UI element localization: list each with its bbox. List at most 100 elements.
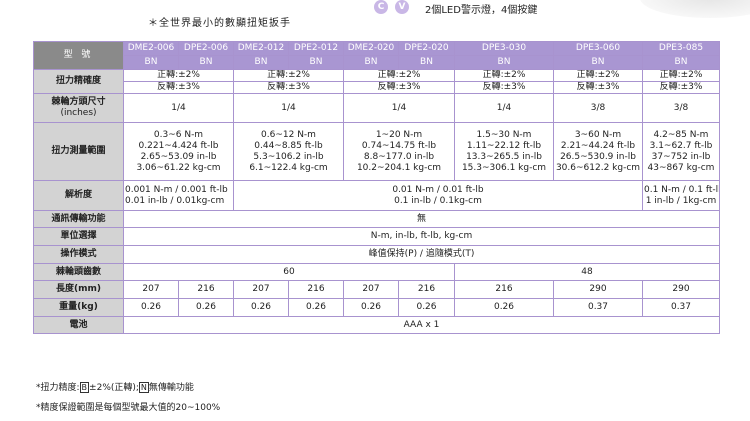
length-value: 216: [288, 280, 344, 299]
accuracy-ccw: 反轉:±3%: [553, 81, 643, 94]
range-value: 4.2~85 N-m: [653, 129, 709, 140]
bn-label: BN: [398, 55, 455, 70]
range-value: 8.8~177.0 in-lb: [363, 151, 435, 162]
drive-size: 1/4: [454, 93, 554, 123]
length-value: 216: [454, 280, 554, 299]
bn-label: BN: [178, 55, 234, 70]
length-value: 207: [233, 280, 289, 299]
model-name: DPE3-085: [642, 41, 720, 56]
drive-size: 3/8: [553, 93, 643, 123]
range-value: 15.3~306.1 kg-cm: [461, 162, 547, 173]
badge-c: C: [374, 0, 388, 14]
accuracy-cw: 正轉:±2%: [553, 69, 643, 82]
range-value: 2.65~53.09 in-lb: [140, 151, 217, 162]
accuracy-cw: 正轉:±2%: [123, 69, 234, 82]
range-cell: 1.5~30 N-m 1.11~22.12 ft-lb 13.3~265.5 i…: [454, 122, 554, 181]
model-name: DPE3-060: [553, 41, 643, 56]
weight-value: 0.37: [553, 298, 643, 317]
length-value: 216: [398, 280, 455, 299]
length-value: 207: [123, 280, 179, 299]
range-value: 30.6~612.2 kg-cm: [555, 162, 641, 173]
bn-label: BN: [553, 55, 643, 70]
footnote-accuracy: *扭力精度: B ±2%(正轉); N 無傳輸功能: [36, 380, 194, 393]
footnote-text: *扭力精度:: [36, 383, 80, 393]
range-value: 3~60 N-m: [574, 129, 622, 140]
resolution-label: 解析度: [33, 180, 124, 211]
length-value: 216: [178, 280, 234, 299]
range-value: 5.3~106.2 in-lb: [253, 151, 324, 162]
range-label: 扭力測量範圍: [33, 122, 124, 181]
model-name: DPE3-030: [454, 41, 554, 56]
range-cell: 0.3~6 N-m 0.221~4.424 ft-lb 2.65~53.09 i…: [123, 122, 234, 181]
leds-text: 2個LED警示燈，4個按鍵: [425, 5, 538, 16]
range-value: 0.74~14.75 ft-lb: [361, 140, 437, 151]
bn-label: BN: [642, 55, 720, 70]
accuracy-cw: 正轉:±2%: [233, 69, 344, 82]
range-cell: 0.6~12 N-m 0.44~8.85 ft-lb 5.3~106.2 in-…: [233, 122, 344, 181]
range-value: 1.5~30 N-m: [476, 129, 532, 140]
model-name: DPE2-020: [398, 41, 455, 56]
accuracy-cw: 正轉:±2%: [642, 69, 720, 82]
teeth-value: 48: [454, 263, 720, 281]
product-edge-decoration: [640, 0, 750, 18]
weight-value: 0.26: [178, 298, 234, 317]
range-value: 6.1~122.4 kg-cm: [249, 162, 328, 173]
range-value: 26.5~530.9 in-lb: [560, 151, 636, 162]
weight-label: 重量(kg): [33, 298, 124, 317]
battery-label: 電池: [33, 316, 124, 334]
bn-label: BN: [233, 55, 289, 70]
footnote-text: 無傳輸功能: [148, 383, 194, 393]
drive-unit: (inches): [60, 108, 97, 118]
mode-label: 操作模式: [33, 245, 124, 264]
weight-value: 0.37: [642, 298, 720, 317]
length-value: 290: [642, 280, 720, 299]
resolution-value: 0.001 N-m / 0.001 ft-lb: [125, 184, 228, 195]
bn-label: BN: [454, 55, 554, 70]
resolution-value: 0.1 in-lb / 0.1kg-cm: [394, 195, 482, 206]
resolution-cell: 0.1 N-m / 0.1 ft-lb 1 in-lb / 1kg-cm: [642, 180, 720, 211]
resolution-cell: 0.01 N-m / 0.01 ft-lb 0.1 in-lb / 0.1kg-…: [233, 180, 643, 211]
weight-value: 0.26: [398, 298, 455, 317]
drive-size: 1/4: [123, 93, 234, 123]
spec-table: 型 號 DME2-006 DPE2-006 DME2-012 DPE2-012 …: [33, 41, 720, 334]
footnote-box-b: B: [79, 382, 90, 393]
weight-value: 0.26: [454, 298, 554, 317]
unit-label: 單位選擇: [33, 227, 124, 246]
range-value: 2.21~44.24 ft-lb: [560, 140, 636, 151]
teeth-value: 60: [123, 263, 455, 281]
unit-value: N-m, in-lb, ft-lb, kg-cm: [123, 227, 720, 246]
range-value: 3.1~62.7 ft-lb: [649, 140, 713, 151]
model-name: DME2-020: [343, 41, 399, 56]
model-name: DME2-006: [123, 41, 179, 56]
accuracy-ccw: 反轉:±3%: [454, 81, 554, 94]
comm-label: 通訊傳輸功能: [33, 210, 124, 228]
resolution-value: 0.01 in-lb / 0.01kg-cm: [125, 195, 225, 206]
drive-label-text: 棘輪方頭尺寸: [51, 97, 106, 107]
weight-value: 0.26: [288, 298, 344, 317]
bn-label: BN: [288, 55, 344, 70]
accuracy-label: 扭力精確度: [33, 69, 124, 94]
drive-size: 1/4: [233, 93, 344, 123]
drive-label: 棘輪方頭尺寸 (inches): [33, 93, 124, 123]
length-label: 長度(mm): [33, 280, 124, 299]
resolution-value: 1 in-lb / 1kg-cm: [645, 195, 717, 206]
accuracy-cw: 正轉:±2%: [343, 69, 455, 82]
accuracy-ccw: 反轉:±3%: [233, 81, 344, 94]
range-value: 0.6~12 N-m: [261, 129, 316, 140]
battery-value: AAA x 1: [123, 316, 720, 334]
weight-value: 0.26: [123, 298, 179, 317]
drive-size: 3/8: [642, 93, 720, 123]
model-name: DME2-012: [233, 41, 289, 56]
footnote-text: ±2%(正轉);: [89, 383, 139, 393]
range-value: 10.2~204.1 kg-cm: [356, 162, 442, 173]
range-value: 1~20 N-m: [375, 129, 423, 140]
bn-label: BN: [343, 55, 399, 70]
resolution-value: 0.1 N-m / 0.1 ft-lb: [644, 184, 720, 195]
range-cell: 3~60 N-m 2.21~44.24 ft-lb 26.5~530.9 in-…: [553, 122, 643, 181]
teeth-label: 棘輪頭齒數: [33, 263, 124, 281]
weight-value: 0.26: [233, 298, 289, 317]
top-banner: ＊全世界最小的數顯扭矩扳手 C V 2個LED警示燈，4個按鍵: [0, 0, 750, 40]
accuracy-ccw: 反轉:±3%: [642, 81, 720, 94]
tagline: ＊全世界最小的數顯扭矩扳手: [148, 18, 291, 29]
range-value: 3.06~61.22 kg-cm: [136, 162, 221, 173]
